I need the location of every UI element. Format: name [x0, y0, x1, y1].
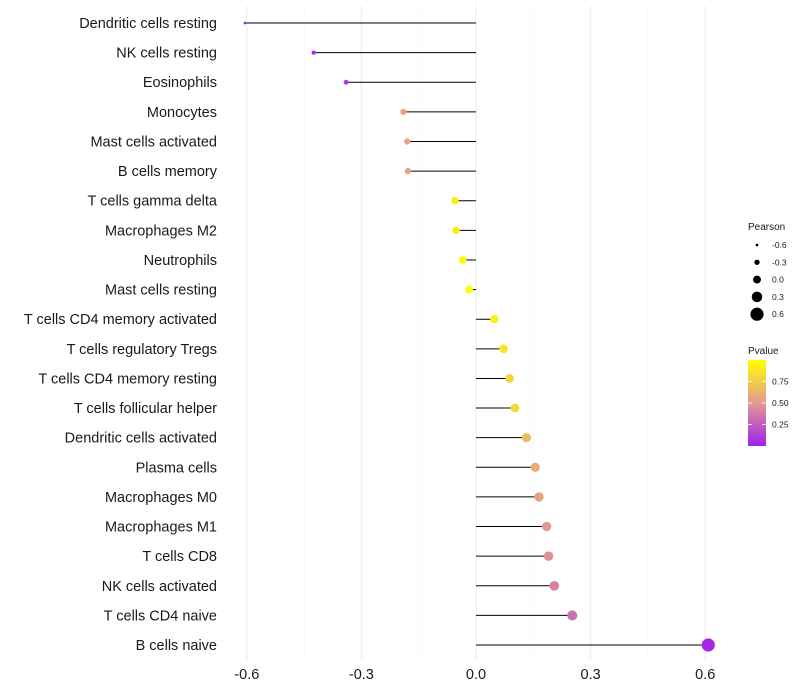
- category-label: Eosinophils: [143, 75, 217, 91]
- category-label: Plasma cells: [136, 460, 217, 476]
- grid-lines: [246, 6, 706, 660]
- category-label: T cells regulatory Tregs: [67, 342, 217, 358]
- lollipop-point: [534, 492, 544, 502]
- lollipop-point: [541, 521, 552, 532]
- lollipop-point: [311, 50, 316, 55]
- category-label: Monocytes: [147, 105, 217, 121]
- size-legend-title: Pearson: [748, 222, 785, 233]
- lollipop-point: [499, 344, 508, 354]
- size-legend-label: 0.3: [772, 292, 784, 302]
- category-label: T cells CD8: [142, 549, 217, 565]
- lollipop-point: [701, 638, 715, 652]
- lollipop-point: [567, 610, 578, 621]
- category-label: T cells CD4 memory resting: [38, 371, 217, 387]
- category-label: Macrophages M1: [105, 520, 217, 536]
- size-legend-key: [755, 243, 759, 247]
- lollipop-point: [490, 315, 499, 324]
- size-legend-key: [751, 291, 763, 303]
- colorbar-tick-label: 0.25: [772, 420, 789, 430]
- category-label: Neutrophils: [144, 253, 217, 269]
- size-legend-label: -0.3: [772, 257, 787, 267]
- category-label: Mast cells resting: [105, 283, 217, 299]
- lollipop-points: [243, 21, 715, 652]
- category-label: T cells follicular helper: [74, 401, 217, 417]
- color-legend-title: Pvalue: [748, 346, 779, 357]
- lollipop-point: [404, 138, 411, 145]
- lollipop-point: [549, 580, 560, 591]
- category-label: Dendritic cells resting: [79, 16, 217, 32]
- lollipop-point: [243, 21, 247, 25]
- category-label: Dendritic cells activated: [65, 431, 217, 447]
- category-label: Mast cells activated: [90, 134, 217, 150]
- size-legend-key: [750, 307, 764, 321]
- lollipop-point: [452, 226, 460, 235]
- category-label: T cells CD4 naive: [104, 608, 217, 624]
- lollipop-point: [465, 285, 473, 294]
- colorbar-tick-label: 0.50: [772, 398, 789, 408]
- y-axis-labels: Dendritic cells resting NK cells resting E…: [24, 16, 218, 654]
- category-label: NK cells activated: [102, 579, 217, 595]
- lollipop-point: [404, 167, 412, 175]
- category-label: B cells naive: [136, 638, 217, 654]
- colorbar-tick-label: 0.75: [772, 377, 789, 387]
- lollipop-point: [458, 256, 467, 264]
- x-tick-label: 0.6: [695, 667, 715, 683]
- size-legend-key: [753, 275, 761, 284]
- lollipop-point: [543, 551, 554, 561]
- category-label: Macrophages M0: [105, 490, 217, 506]
- color-legend-ticks: 0.75 0.50 0.25: [748, 377, 789, 430]
- x-tick-label: 0.0: [466, 667, 486, 683]
- x-tick-label: -0.6: [234, 667, 259, 683]
- size-legend: -0.6 -0.3 0.0 0.3 0.6: [750, 240, 787, 321]
- category-label: B cells memory: [118, 164, 218, 180]
- legend: Pearson -0.6 -0.3 0.0 0.3 0.6 Pvalue 0.75 0.5…: [748, 222, 789, 446]
- pvalue-colorbar: [748, 360, 766, 446]
- x-tick-label: 0.3: [581, 667, 601, 683]
- lollipop-point: [343, 79, 349, 85]
- size-legend-label: -0.6: [772, 240, 787, 250]
- size-legend-label: 0.6: [772, 309, 784, 319]
- size-legend-label: 0.0: [772, 275, 784, 285]
- size-legend-key: [754, 259, 760, 265]
- category-label: T cells gamma delta: [88, 194, 218, 210]
- lollipop-point: [505, 374, 514, 383]
- lollipop-point: [451, 197, 459, 205]
- category-label: Macrophages M2: [105, 223, 217, 239]
- x-axis-labels: -0.6 -0.3 0.0 0.3 0.6: [234, 667, 715, 683]
- lollipop-point: [400, 108, 407, 115]
- lollipop-point: [521, 433, 531, 443]
- x-tick-label: -0.3: [349, 667, 374, 683]
- lollipop-point: [510, 403, 520, 413]
- category-label: NK cells resting: [116, 46, 217, 62]
- category-label: T cells CD4 memory activated: [24, 312, 217, 328]
- lollipop-segments: [244, 22, 709, 646]
- lollipop-point: [530, 462, 540, 472]
